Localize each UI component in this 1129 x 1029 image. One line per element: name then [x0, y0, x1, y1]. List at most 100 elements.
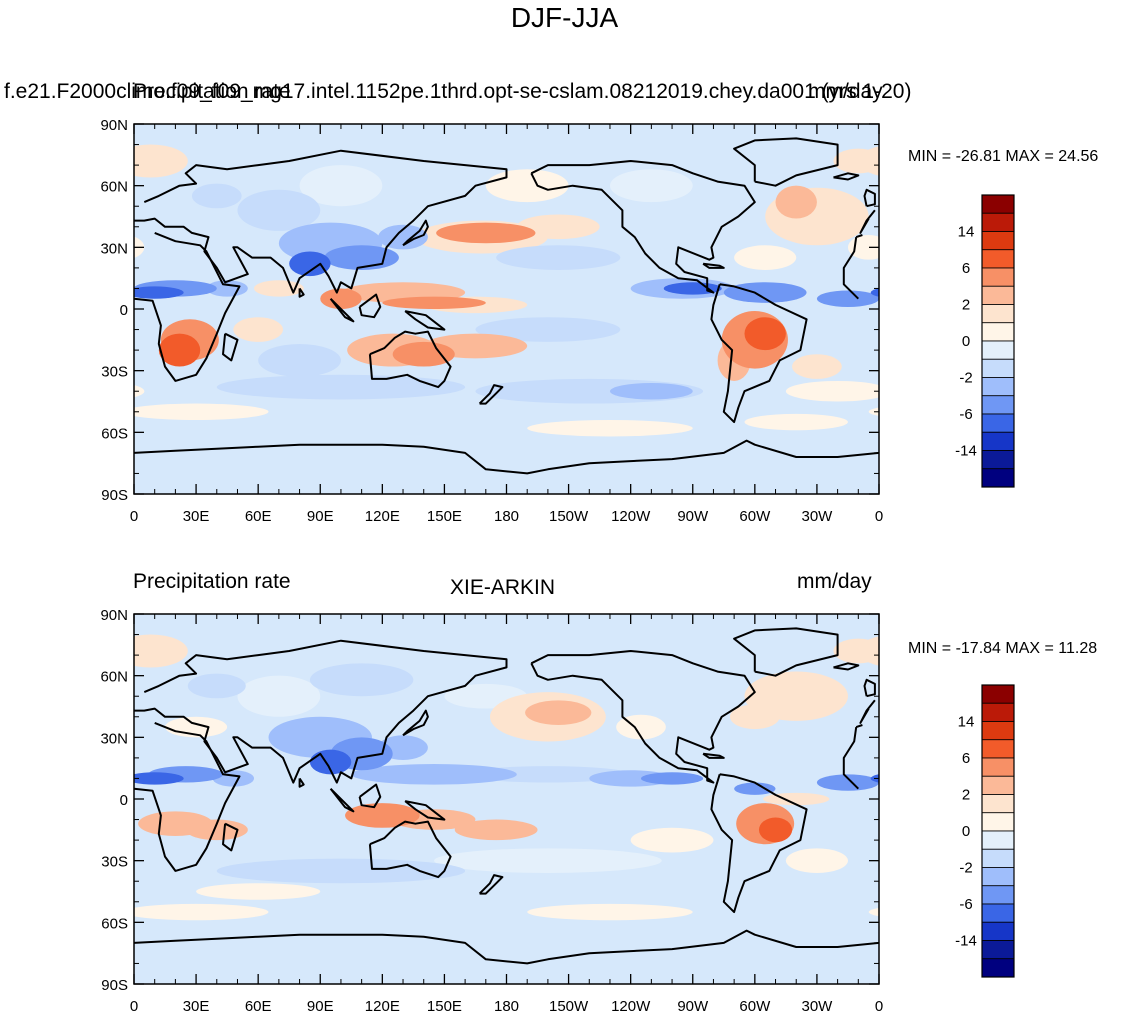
bottom-colorbar-label: 6	[962, 750, 970, 767]
top-anomaly-contour	[191, 183, 242, 209]
bottom-lon-label: 150W	[549, 998, 589, 1015]
top-anomaly-contour	[609, 169, 693, 203]
bottom-colorbar-box	[981, 757, 1015, 777]
top-anomaly-contour	[785, 380, 879, 402]
top-colorbar-box	[981, 304, 1015, 324]
top-anomaly-contour	[258, 343, 341, 377]
top-anomaly-contour	[216, 374, 466, 400]
top-anomaly-contour	[320, 288, 362, 309]
top-colorbar-label: 2	[962, 297, 970, 314]
top-anomaly-contour	[237, 189, 321, 231]
top-coastline	[368, 330, 452, 389]
top-colorbar-box	[981, 267, 1015, 287]
bottom-lon-label: 90E	[307, 998, 334, 1015]
bottom-coastline	[702, 752, 725, 759]
bottom-lon-label: 150E	[427, 998, 462, 1015]
top-coastline	[134, 439, 879, 475]
top-colorbar: 14 6 2 0 -2 -6 -14	[955, 194, 1015, 488]
top-coastline	[402, 219, 429, 247]
bottom-colorbar-box	[981, 903, 1015, 923]
bottom-lat-label: 30S	[101, 854, 128, 871]
bottom-anomaly-contour	[134, 634, 188, 668]
bottom-colorbar-box	[981, 848, 1015, 868]
bottom-anomaly-contour	[630, 827, 714, 853]
bottom-colorbar-box	[981, 885, 1015, 905]
top-coastline	[298, 287, 305, 298]
top-colorbar-box	[981, 413, 1015, 433]
top-anomaly-contour	[254, 280, 304, 297]
bottom-anomaly-contour	[434, 848, 662, 874]
top-colorbar-box	[981, 377, 1015, 397]
top-anomaly-contour	[134, 154, 139, 168]
bottom-coastline	[134, 929, 879, 965]
bottom-lat-label: 0	[120, 792, 128, 809]
top-anomaly-contour	[516, 214, 600, 240]
top-lon-label: 90E	[307, 508, 334, 525]
bottom-anomaly-contour	[527, 903, 693, 921]
top-coastline	[702, 262, 725, 269]
top-variable-label: Precipitation rate	[133, 80, 291, 103]
top-lon-label: 120W	[611, 508, 651, 525]
top-anomaly-contour	[496, 245, 621, 270]
top-anomaly-contour	[206, 280, 248, 297]
top-anomaly-contour	[527, 420, 693, 437]
bottom-coastline	[710, 773, 808, 914]
bottom-anomaly-contour	[758, 817, 793, 843]
bottom-colorbar-box	[981, 921, 1015, 941]
top-coastline	[710, 283, 808, 424]
top-lon-label: 150E	[427, 508, 462, 525]
bottom-lon-label: 180	[494, 998, 519, 1015]
bottom-anomaly-contour	[309, 749, 352, 775]
top-coastline	[863, 188, 876, 208]
top-coastline	[478, 384, 504, 405]
bottom-anomaly-contour	[641, 772, 704, 785]
bottom-colorbar-box	[981, 958, 1015, 978]
bottom-anomaly-contour	[454, 819, 538, 841]
top-colorbar-box	[981, 322, 1015, 342]
bottom-anomaly-contour	[763, 792, 830, 806]
bottom-lon-label: 30W	[801, 998, 833, 1015]
top-lat-label: 60S	[101, 425, 128, 442]
top-anomaly-contour	[134, 403, 269, 420]
top-minmax: MIN = -26.81 MAX = 24.56	[908, 148, 1099, 165]
bottom-coastline	[134, 721, 863, 872]
bottom-anomaly-contour	[72, 774, 134, 790]
bottom-coastline	[863, 678, 876, 698]
bottom-lat-label: 60N	[100, 669, 128, 686]
bottom-ocean-background	[134, 614, 879, 984]
top-lon-label: 0	[130, 508, 138, 525]
top-anomaly-contour	[870, 288, 879, 297]
bottom-coastline	[404, 800, 446, 821]
top-field	[134, 124, 879, 494]
bottom-coastline	[478, 874, 504, 895]
top-colorbar-box	[981, 358, 1015, 378]
bottom-anomaly-contour	[730, 704, 780, 730]
bottom-anomaly-contour	[785, 848, 848, 874]
top-units-label: mm/day	[808, 80, 883, 103]
bottom-coastline	[298, 777, 305, 788]
top-anomaly-contour	[158, 333, 201, 367]
top-coastline	[134, 149, 876, 294]
bottom-units-label: mm/day	[797, 570, 872, 593]
top-anomaly-contour	[609, 383, 693, 400]
bottom-lon-label: 90W	[677, 998, 709, 1015]
bottom-colorbar-label: 14	[958, 714, 975, 731]
top-coastline	[222, 332, 239, 362]
top-anomaly-contour	[792, 354, 842, 379]
top-coastline	[358, 293, 382, 319]
bottom-colorbar-box	[981, 702, 1015, 722]
top-colorbar-box	[981, 231, 1015, 251]
top-anomaly-contour	[233, 317, 283, 342]
top-run-label: f.e21.F2000climo.f09_f09_mg17.intel.1152…	[4, 80, 912, 103]
top-coastline	[329, 297, 355, 323]
top-anomaly-contour	[299, 165, 383, 207]
bottom-colorbar-label: -14	[955, 933, 977, 950]
bottom-coastline	[134, 639, 876, 784]
top-lat-label: 90S	[101, 487, 128, 504]
top-coastline	[404, 310, 446, 331]
bottom-colorbar-box	[981, 867, 1015, 887]
bottom-colorbar-frame	[981, 684, 1015, 978]
top-coastline	[134, 231, 863, 382]
bottom-anomaly-contour	[134, 772, 184, 785]
top-colorbar-box	[981, 468, 1015, 488]
